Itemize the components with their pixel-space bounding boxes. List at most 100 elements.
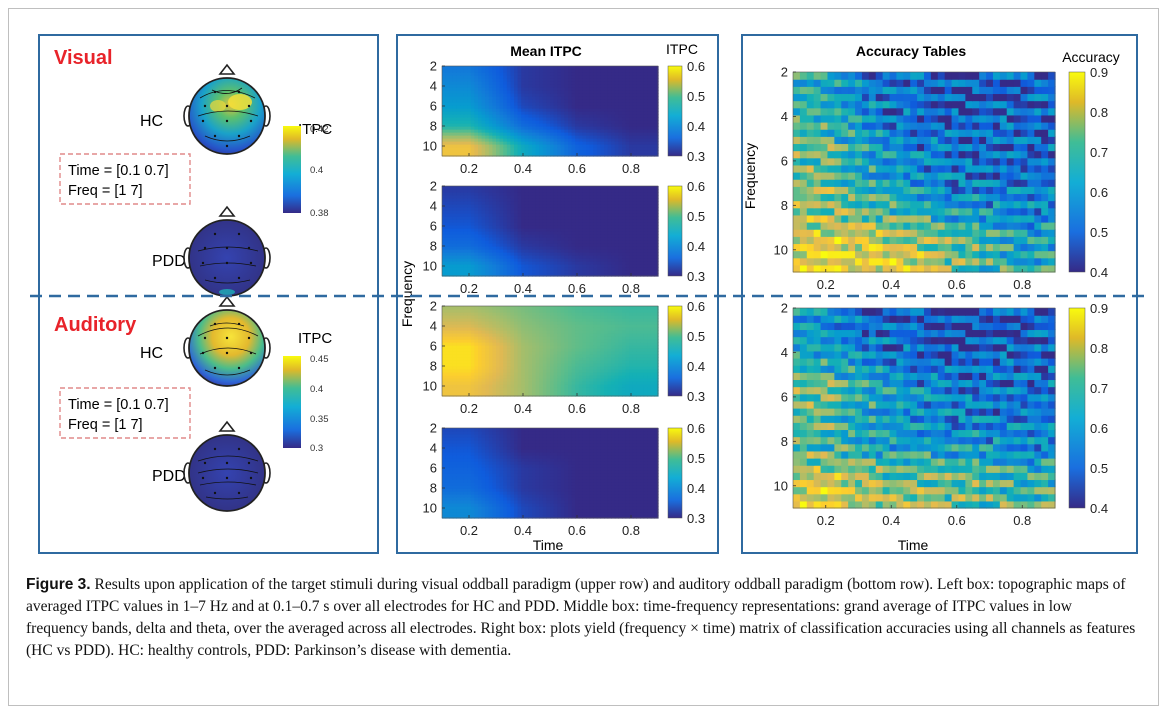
- heatmap-cell: [640, 342, 645, 346]
- heatmap-cell: [481, 255, 486, 259]
- heatmap-cell: [593, 222, 598, 226]
- heatmap-cell: [481, 231, 486, 235]
- heatmap-cell: [506, 333, 511, 337]
- heatmap-cell: [650, 243, 655, 247]
- heatmap-cell: [586, 390, 591, 394]
- heatmap-cell: [481, 66, 486, 70]
- heatmap-cell: [492, 141, 497, 145]
- heatmap-cell: [647, 351, 652, 355]
- colorbar: [667, 185, 683, 277]
- heatmap-cell: [557, 132, 562, 136]
- heatmap-cell: [488, 267, 493, 271]
- heatmap-cell: [521, 90, 526, 94]
- heatmap-cell: [474, 120, 479, 124]
- heatmap-cell: [539, 138, 544, 142]
- heatmap-cell: [586, 213, 591, 217]
- heatmap-cell: [492, 81, 497, 85]
- heatmap-cell: [445, 363, 450, 367]
- heatmap-cell: [629, 360, 634, 364]
- heatmap-cell: [456, 126, 461, 130]
- heatmap-cell: [571, 72, 576, 76]
- heatmap-cell: [517, 144, 522, 148]
- heatmap-cell: [460, 261, 465, 265]
- heatmap-cell: [449, 330, 454, 334]
- heatmap-cell: [596, 210, 601, 214]
- heatmap-cell: [632, 186, 637, 190]
- heatmap-cell: [456, 342, 461, 346]
- heatmap-cell: [654, 198, 659, 202]
- heatmap-cell: [488, 153, 493, 157]
- heatmap-cell: [524, 135, 529, 139]
- heatmap-cell: [636, 255, 641, 259]
- heatmap-cell: [499, 153, 504, 157]
- heatmap-cell: [589, 210, 594, 214]
- heatmap-cell: [564, 213, 569, 217]
- heatmap-cell: [463, 246, 468, 250]
- heatmap-cell: [614, 213, 619, 217]
- heatmap-cell: [618, 366, 623, 370]
- heatmap-cell: [485, 123, 490, 127]
- heatmap-cell: [542, 123, 547, 127]
- heatmap-cell: [632, 117, 637, 121]
- heatmap-cell: [553, 135, 558, 139]
- heatmap-cell: [535, 339, 540, 343]
- heatmap-cell: [647, 153, 652, 157]
- heatmap-cell: [622, 141, 627, 145]
- heatmap-cell: [600, 153, 605, 157]
- heatmap-cell: [532, 138, 537, 142]
- heatmap-cell: [604, 360, 609, 364]
- heatmap-cell: [524, 348, 529, 352]
- heatmap-cell: [643, 237, 648, 241]
- heatmap-cell: [524, 363, 529, 367]
- heatmap-cell: [546, 378, 551, 382]
- heatmap-cell: [488, 78, 493, 82]
- heatmap-cell: [643, 360, 648, 364]
- heatmap-cell: [506, 153, 511, 157]
- heatmap-cell: [474, 216, 479, 220]
- heatmap-cell: [488, 102, 493, 106]
- heatmap-cell: [503, 99, 508, 103]
- heatmap-cell: [557, 228, 562, 232]
- heatmap-cell: [492, 66, 497, 70]
- heatmap-cell: [575, 72, 580, 76]
- heatmap-cell: [521, 123, 526, 127]
- heatmap-cell: [503, 330, 508, 334]
- heatmap-cell: [535, 120, 540, 124]
- heatmap-cell: [485, 354, 490, 358]
- heatmap-cell: [611, 225, 616, 229]
- heatmap-cell: [499, 333, 504, 337]
- heatmap-cell: [632, 387, 637, 391]
- heatmap-cell: [524, 267, 529, 271]
- heatmap-cell: [643, 78, 648, 82]
- heatmap-cell: [528, 114, 533, 118]
- heatmap-cell: [589, 387, 594, 391]
- heatmap-cell: [604, 81, 609, 85]
- heatmap-cell: [496, 135, 501, 139]
- heatmap-cell: [557, 204, 562, 208]
- heatmap-cell: [578, 237, 583, 241]
- heatmap-cell: [611, 114, 616, 118]
- heatmap-cell: [625, 69, 630, 73]
- heatmap-cell: [618, 252, 623, 256]
- heatmap-cell: [636, 348, 641, 352]
- heatmap-cell: [463, 81, 468, 85]
- heatmap-cell: [542, 237, 547, 241]
- heatmap-cell: [470, 87, 475, 91]
- heatmap-cell: [460, 366, 465, 370]
- heatmap-cell: [582, 147, 587, 151]
- heatmap-cell: [492, 105, 497, 109]
- heatmap-cell: [449, 231, 454, 235]
- heatmap-cell: [456, 339, 461, 343]
- heatmap-cell: [452, 186, 457, 190]
- heatmap-cell: [463, 90, 468, 94]
- heatmap-cell: [460, 219, 465, 223]
- heatmap-cell: [478, 246, 483, 250]
- heatmap-cell: [481, 219, 486, 223]
- heatmap-cell: [571, 141, 576, 145]
- heatmap-cell: [517, 81, 522, 85]
- heatmap-cell: [449, 72, 454, 76]
- auditory-hc-topomap: [183, 295, 271, 387]
- heatmap-cell: [460, 72, 465, 76]
- heatmap-cell: [550, 246, 555, 250]
- heatmap-cell: [514, 363, 519, 367]
